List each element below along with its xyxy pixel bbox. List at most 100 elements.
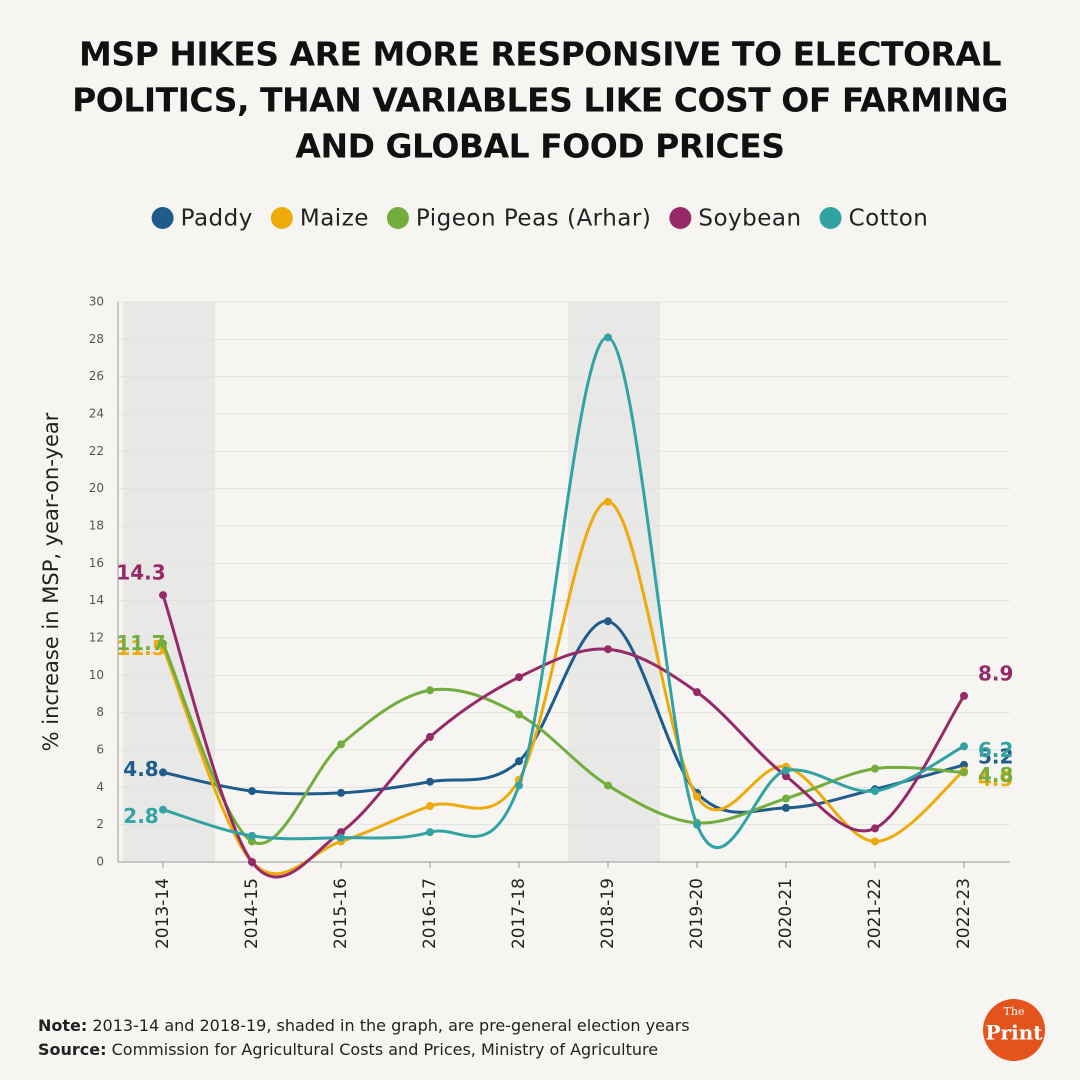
x-tick-label: 2017-18 <box>509 878 529 949</box>
data-point <box>426 686 434 695</box>
data-point <box>782 794 790 803</box>
data-point <box>426 732 434 741</box>
legend-label: Soybean <box>698 206 801 232</box>
x-tick-label: 2013-14 <box>153 878 173 949</box>
chart-title: POLITICS, THAN VARIABLES LIKE COST OF FA… <box>72 81 1008 120</box>
logo-text: The <box>1004 1005 1025 1018</box>
legend: Paddy Maize Pigeon Peas (Arhar) Soybean Cott… <box>151 206 929 232</box>
y-tick-label: 24 <box>89 407 104 421</box>
logo-text: Print <box>986 1021 1044 1045</box>
x-tick-label: 2018-19 <box>598 878 618 949</box>
data-point <box>159 768 167 777</box>
x-tick-label: 2020-21 <box>776 878 796 949</box>
data-point <box>871 764 879 773</box>
data-point <box>782 803 790 812</box>
legend-label: Paddy <box>181 206 253 232</box>
note: Note: 2013-14 and 2018-19, shaded in the… <box>38 1016 690 1035</box>
data-point <box>248 858 256 866</box>
data-point <box>871 787 879 796</box>
data-label: 4.8 <box>123 757 158 781</box>
y-tick-label: 22 <box>89 444 104 458</box>
y-tick-label: 2 <box>96 817 104 831</box>
data-point <box>159 805 167 814</box>
series-line <box>162 619 965 814</box>
data-point <box>604 617 612 626</box>
data-point <box>960 742 968 751</box>
y-tick-label: 16 <box>89 556 104 570</box>
data-point <box>426 802 434 810</box>
x-tick-label: 2022-23 <box>954 878 974 949</box>
data-label: 8.9 <box>978 661 1013 685</box>
data-point <box>871 837 879 846</box>
y-tick-label: 6 <box>96 743 104 757</box>
legend-marker <box>669 207 692 229</box>
data-point <box>960 760 968 769</box>
data-point <box>337 788 345 797</box>
data-point <box>693 820 701 829</box>
data-label: 4.9 <box>978 767 1013 791</box>
data-point <box>515 710 523 719</box>
data-point <box>960 691 968 700</box>
data-point <box>693 688 701 697</box>
data-point <box>871 824 879 833</box>
legend-marker <box>386 207 409 229</box>
series-line <box>161 594 966 879</box>
source: Source: Commission for Agricultural Cost… <box>38 1040 658 1059</box>
y-tick-label: 26 <box>89 369 104 383</box>
series-line <box>161 500 965 876</box>
legend-marker <box>270 207 293 229</box>
data-point <box>159 639 167 648</box>
legend-marker <box>151 207 174 229</box>
legend-label: Maize <box>300 206 369 232</box>
y-tick-label: 4 <box>96 780 104 794</box>
data-point <box>159 591 167 600</box>
chart-title: AND GLOBAL FOOD PRICES <box>295 127 784 166</box>
data-point <box>248 787 256 796</box>
x-tick-label: 2021-22 <box>865 878 885 949</box>
chart-title: MSP HIKES ARE MORE RESPONSIVE TO ELECTOR… <box>79 35 1001 74</box>
data-point <box>337 828 345 837</box>
data-point <box>604 781 612 790</box>
data-point <box>604 645 612 654</box>
x-tick-label: 2019-20 <box>687 878 707 949</box>
source-text: Commission for Agricultural Costs and Pr… <box>112 1040 658 1059</box>
x-tick-label: 2015-16 <box>331 878 351 949</box>
legend-marker <box>819 207 842 229</box>
y-tick-label: 18 <box>89 519 104 533</box>
data-point <box>248 837 256 846</box>
data-label: 11.5 <box>116 636 165 660</box>
legend-label: Pigeon Peas (Arhar) <box>416 206 651 232</box>
x-tick-label: 2016-17 <box>420 878 440 949</box>
data-label: 5.2 <box>978 744 1013 768</box>
data-point <box>515 781 523 790</box>
data-label: 11.7 <box>116 631 165 655</box>
data-point <box>248 831 256 840</box>
data-point <box>782 766 790 775</box>
data-point <box>782 772 790 781</box>
data-point <box>604 497 612 506</box>
legend-label: Cotton <box>849 206 929 232</box>
y-tick-label: 20 <box>89 481 104 495</box>
data-point <box>426 828 434 837</box>
data-point <box>426 777 434 786</box>
data-point <box>337 740 345 749</box>
election-shade <box>123 302 215 862</box>
data-point <box>337 833 345 842</box>
y-tick-label: 28 <box>89 332 104 346</box>
data-label: 4.8 <box>978 763 1013 787</box>
y-tick-label: 0 <box>96 855 104 869</box>
data-point <box>515 757 523 766</box>
y-tick-label: 14 <box>89 593 104 607</box>
logo-badge <box>983 999 1045 1061</box>
note-label: Note: <box>38 1016 87 1035</box>
data-point <box>693 792 701 801</box>
data-label: 14.3 <box>116 561 165 585</box>
data-point <box>604 333 612 342</box>
series-line <box>161 642 965 846</box>
y-tick-label: 10 <box>89 668 104 682</box>
x-tick-label: 2014-15 <box>242 878 262 949</box>
data-point <box>515 673 523 682</box>
y-tick-label: 12 <box>89 631 104 645</box>
data-point <box>960 768 968 777</box>
